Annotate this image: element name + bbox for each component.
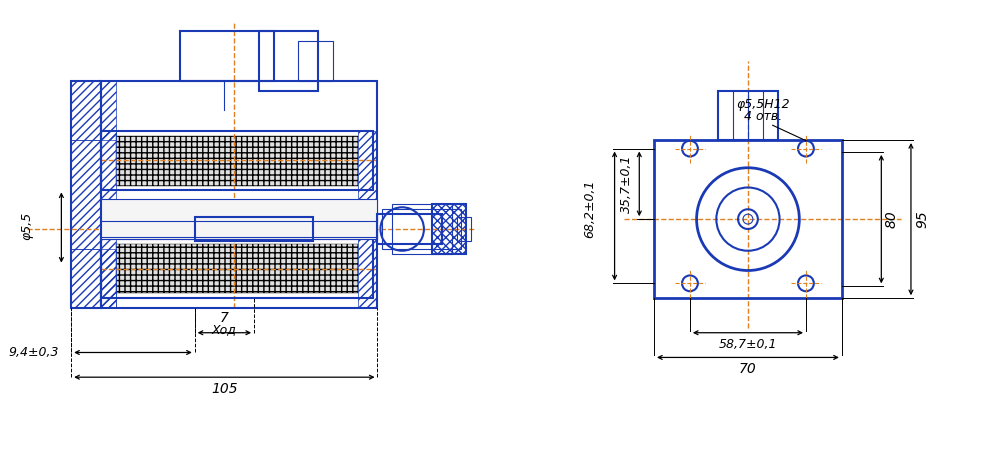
Bar <box>180 31 274 81</box>
Text: 80: 80 <box>884 210 898 228</box>
Text: 70: 70 <box>739 362 757 376</box>
Text: φ5,5: φ5,5 <box>20 212 33 240</box>
Bar <box>101 131 373 190</box>
Bar <box>71 81 101 308</box>
Bar <box>718 91 778 140</box>
Bar <box>432 204 466 254</box>
Bar <box>358 239 377 307</box>
Bar <box>116 136 358 185</box>
Bar <box>195 217 313 241</box>
Text: 4 отв.: 4 отв. <box>744 110 782 123</box>
Text: 68,2±0,1: 68,2±0,1 <box>583 180 596 239</box>
Bar <box>259 31 318 91</box>
Text: 58,7±0,1: 58,7±0,1 <box>719 338 777 351</box>
Bar <box>101 199 377 239</box>
Bar <box>432 204 466 254</box>
Bar <box>654 140 842 298</box>
Text: φ5,5H12: φ5,5H12 <box>736 99 790 112</box>
Bar <box>101 131 116 239</box>
Bar <box>377 214 442 244</box>
Bar <box>101 81 116 140</box>
Bar <box>298 41 333 81</box>
Bar <box>382 209 461 249</box>
Bar <box>457 217 471 241</box>
Bar <box>358 131 377 239</box>
Bar <box>101 239 373 298</box>
Bar <box>195 217 313 241</box>
Bar <box>101 249 116 308</box>
Text: 35,7±0,1: 35,7±0,1 <box>620 155 633 213</box>
Bar <box>71 249 101 308</box>
Bar <box>116 244 358 293</box>
Text: 105: 105 <box>211 382 238 396</box>
Bar <box>101 81 377 308</box>
Bar <box>101 239 116 307</box>
Text: 7: 7 <box>220 311 229 325</box>
Text: 95: 95 <box>916 210 930 228</box>
Text: 9,4±0,3: 9,4±0,3 <box>8 346 59 359</box>
Bar <box>71 140 101 249</box>
Text: Ход: Ход <box>212 323 237 336</box>
Bar <box>71 81 101 140</box>
Bar <box>392 204 452 254</box>
